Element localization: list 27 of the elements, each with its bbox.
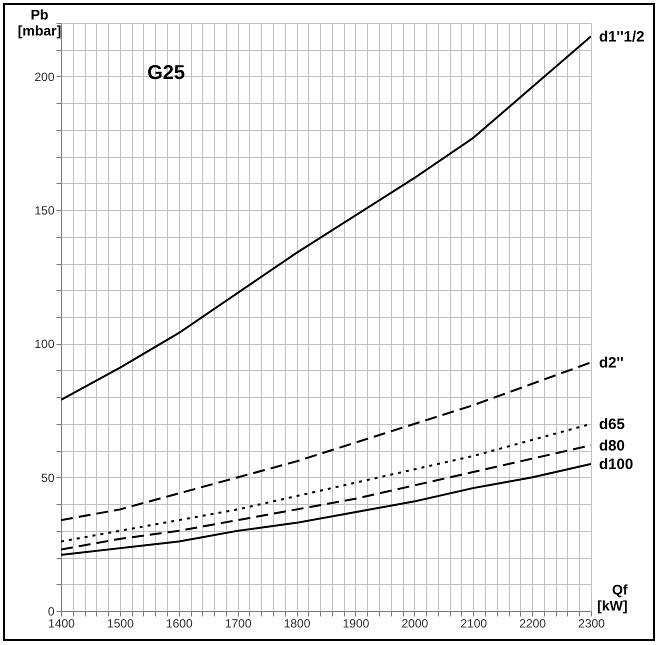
- series-label: d2'': [599, 354, 624, 372]
- y-tick-label: 100: [34, 337, 55, 352]
- x-axis-title: Qf [kW]: [597, 582, 628, 614]
- x-tick-label: 1900: [342, 616, 370, 630]
- y-tick-label: 0: [48, 604, 55, 618]
- x-tick-label: 1700: [224, 616, 252, 630]
- y-tick-label: 50: [41, 470, 55, 485]
- x-tick-label: 1600: [166, 616, 193, 630]
- line-series: [61, 35, 591, 401]
- line-series: [61, 463, 591, 556]
- line-series: [61, 361, 591, 522]
- line-series: [61, 444, 591, 551]
- text: G25: [147, 62, 186, 84]
- series-label: d1''1/2: [599, 28, 644, 46]
- series-label: d65: [599, 416, 625, 433]
- x-tick-label: 2100: [460, 616, 488, 630]
- x-tick-label: 2200: [519, 616, 546, 630]
- series-label: d100: [599, 456, 634, 473]
- x-tick-label: 2000: [401, 616, 429, 630]
- x-tick-label: 1400: [48, 616, 76, 630]
- y-tick-label: 150: [34, 204, 55, 218]
- y-axis-title: Pb [mbar]: [18, 6, 62, 38]
- x-tick-label: 2300: [578, 616, 606, 630]
- series-label: d80: [599, 437, 625, 454]
- y-tick-label: 200: [34, 70, 55, 84]
- x-tick-label: 1500: [107, 616, 134, 630]
- x-tick-label: 1800: [284, 616, 311, 630]
